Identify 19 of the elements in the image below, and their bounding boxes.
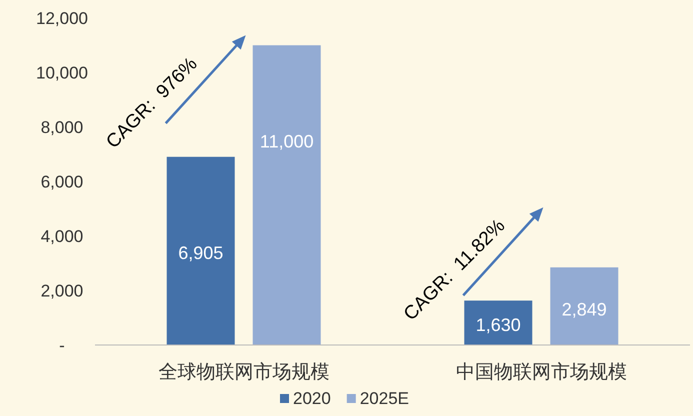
- data-label: 2,849: [562, 300, 607, 320]
- legend-label: 2025E: [360, 389, 409, 408]
- data-label: 1,630: [476, 315, 521, 336]
- y-tick-label: 8,000: [40, 118, 84, 137]
- bar: [166, 156, 235, 345]
- x-tick-label: 全球物联网市场规模: [158, 361, 330, 383]
- x-tick-label: 中国物联网市场规模: [456, 361, 627, 383]
- y-tick-label: 6,000: [40, 172, 84, 192]
- y-tick-label: -: [59, 336, 65, 355]
- bar: [252, 45, 321, 345]
- bar: [464, 300, 532, 345]
- data-label: 11,000: [260, 131, 314, 152]
- data-label: 6,905: [178, 242, 224, 263]
- legend-label: 2020: [293, 389, 331, 408]
- y-tick-label: 4,000: [40, 227, 84, 246]
- bar: [550, 267, 618, 345]
- y-tick-label: 10,000: [36, 64, 88, 82]
- y-tick-label: 2,000: [40, 282, 84, 300]
- y-tick-label: 12,000: [36, 9, 88, 28]
